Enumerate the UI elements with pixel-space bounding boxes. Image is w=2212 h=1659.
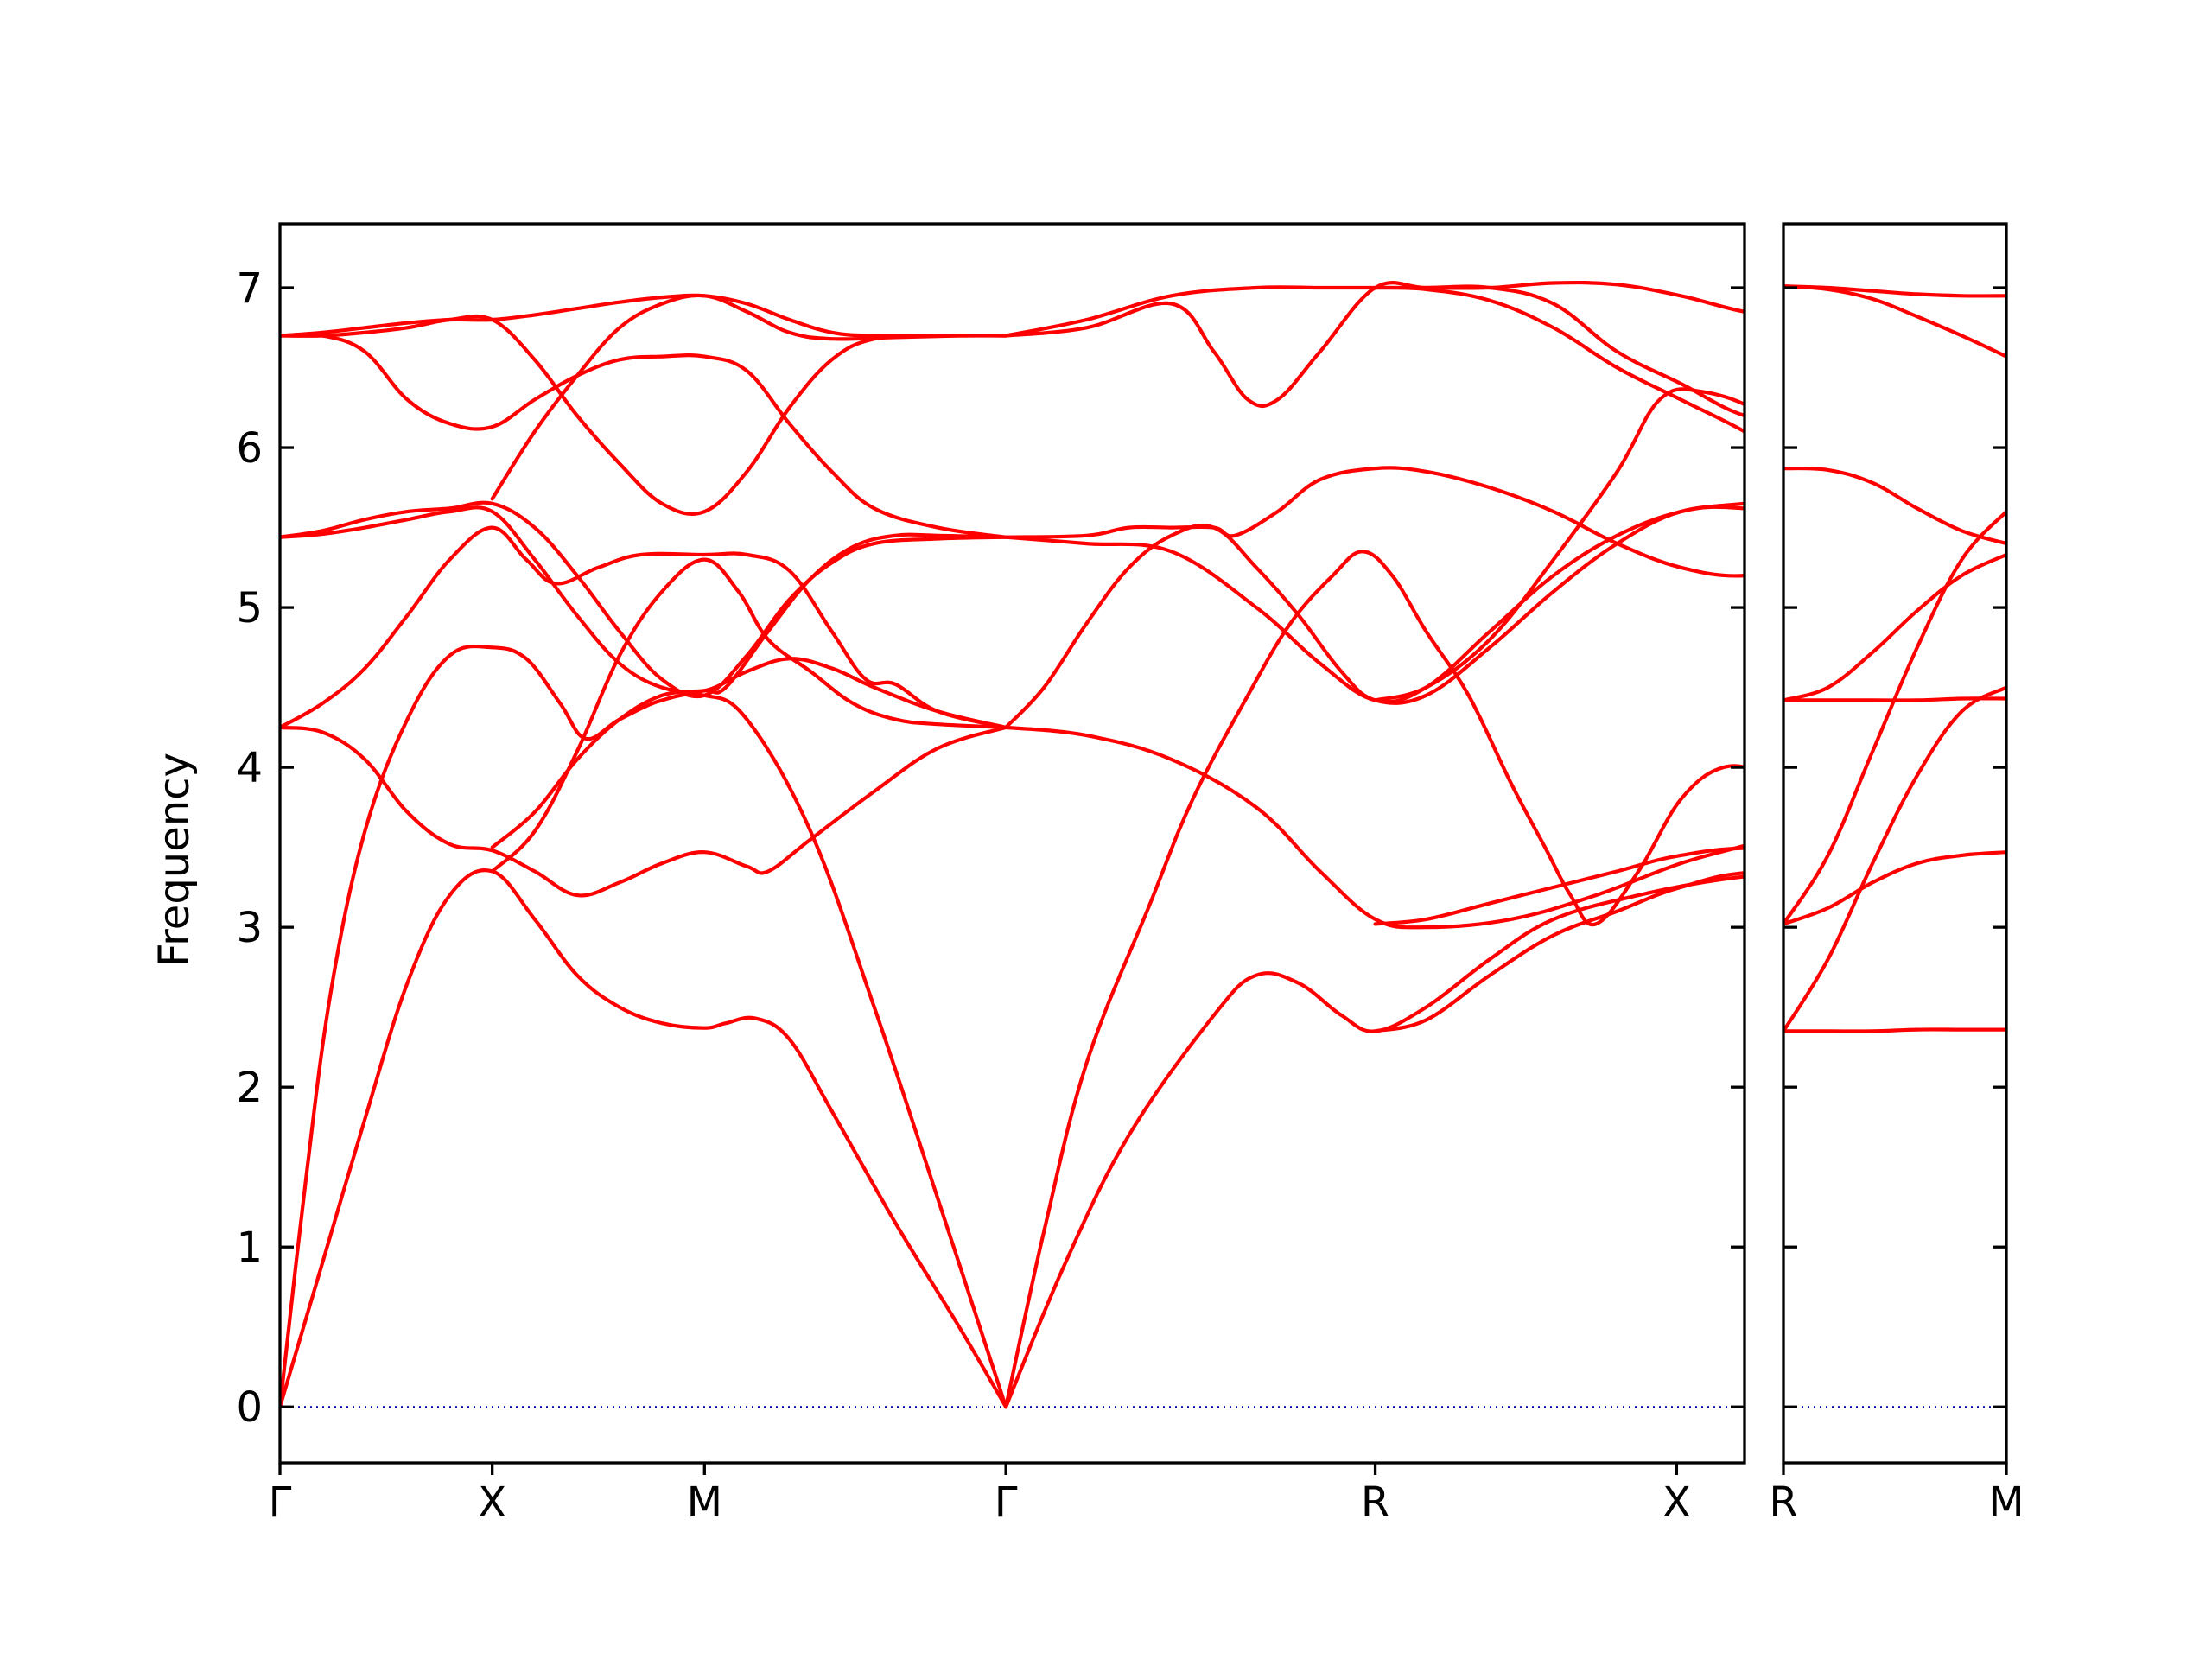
y-tick-label: 2 [236, 1064, 263, 1112]
phonon-band-4 [1783, 552, 2006, 702]
phonon-band-24 [1373, 871, 1745, 1033]
band-group [280, 280, 1745, 1409]
phonon-band-17 [1004, 501, 1745, 704]
phonon-band-14 [1004, 874, 1745, 1409]
phonon-band-22 [1373, 387, 1745, 702]
phonon-band-21 [1373, 285, 1745, 434]
x-tick-label: R [1769, 1478, 1797, 1527]
phonon-band-19 [1004, 280, 1745, 418]
phonon-band-11 [490, 557, 1008, 874]
phonon-band-16 [1004, 505, 1745, 729]
y-axis-label: Frequency [150, 753, 199, 967]
y-tick-label: 6 [236, 424, 263, 473]
panel-1: 0 1 2 3 4 5 6 7 Γ X M Γ R X [236, 222, 1746, 1527]
phonon-band-8 [280, 293, 1008, 338]
x-tick-label: X [478, 1478, 506, 1527]
x-tick-label: M [1988, 1478, 2024, 1527]
y-tick-label: 3 [236, 904, 263, 952]
phonon-band-4 [280, 525, 1008, 729]
phonon-band-8 [1783, 850, 2006, 926]
x-tick-label: M [687, 1478, 722, 1527]
x-tick-label: Γ [995, 1478, 1018, 1527]
phonon-band-13 [1004, 550, 1745, 1409]
phonon-band-9 [1783, 1027, 2006, 1033]
y-tick-label: 1 [236, 1224, 263, 1272]
axes-frame [1782, 222, 2008, 1465]
phonon-band-3 [280, 725, 1008, 898]
y-tick-label: 0 [236, 1383, 263, 1432]
phonon-band-18 [1004, 466, 1745, 578]
phonon-band-7 [280, 332, 1008, 539]
axes-frame [278, 222, 1746, 1465]
phonon-band-6 [1783, 510, 2006, 926]
phonon-band-2 [280, 644, 1008, 1409]
phonon-band-5 [280, 505, 1008, 729]
phonon-band-7 [1783, 685, 2006, 1033]
band-group [1783, 284, 2006, 1033]
y-tick-label: 7 [236, 264, 263, 313]
y-tick-label: 5 [236, 584, 263, 632]
phonon-band-15 [1004, 725, 1745, 930]
phonon-band-9 [280, 314, 1008, 516]
y-tick-label: 4 [236, 744, 263, 792]
x-tick-label: R [1361, 1478, 1389, 1527]
phonon-band-2 [1783, 284, 2006, 359]
x-tick-label: Γ [269, 1478, 292, 1527]
phonon-band-12 [490, 532, 1008, 849]
phonon-band-20 [1004, 280, 1745, 338]
phonon-band-23 [1373, 846, 1745, 926]
x-tick-label: X [1662, 1478, 1691, 1527]
phonon-band-10 [490, 293, 1008, 501]
phonon-band-6 [280, 500, 1008, 699]
phonon-band-3 [1783, 466, 2006, 546]
phonon-band-1 [280, 868, 1008, 1409]
